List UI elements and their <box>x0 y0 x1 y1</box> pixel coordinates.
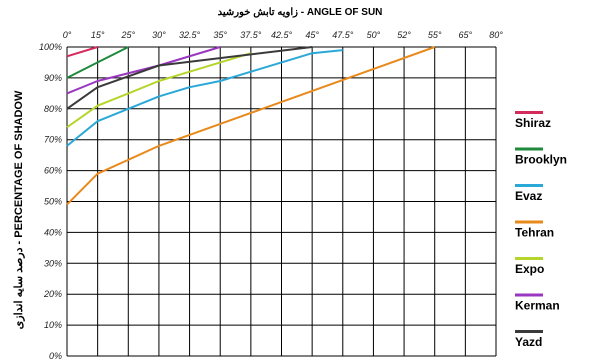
y-axis-label: درصد سایه اندازی - PERCENTAGE OF SHADOW <box>13 90 25 329</box>
x-tick-label: 30° <box>152 30 166 40</box>
legend-label-kerman: Kerman <box>515 299 560 313</box>
legend-label-yazd: Yazd <box>515 335 542 349</box>
legend-swatch-expo <box>515 257 543 260</box>
legend-swatch-shiraz <box>515 111 543 114</box>
x-tick-label: 0° <box>63 30 72 40</box>
x-tick-label: 42.5° <box>271 30 293 40</box>
legend-swatch-evaz <box>515 184 543 187</box>
y-tick-label: 60% <box>44 166 62 176</box>
legend-label-brooklyn: Brooklyn <box>515 153 567 167</box>
y-tick-label: 40% <box>44 227 62 237</box>
chart-grid <box>66 46 497 357</box>
x-tick-label: 52° <box>397 30 411 40</box>
series-line-expo <box>66 52 252 129</box>
legend-swatch-brooklyn <box>515 147 543 151</box>
series-line-kerman <box>66 46 221 95</box>
x-tick-labels: 0° 15° 25° 30° 32.5° 35° 37.5° 42.5° 45° 47.5° 50°… <box>63 30 504 40</box>
chart-title: زاویه تابش خورشید - ANGLE OF SUN <box>218 7 383 18</box>
x-tick-label: 15° <box>91 30 105 40</box>
series-line-shiraz <box>66 46 98 58</box>
x-tick-label: 45° <box>305 30 319 40</box>
y-tick-label: 100% <box>39 42 62 52</box>
x-tick-label: 32.5° <box>179 30 201 40</box>
y-tick-labels: 0% 10% 20% 30% 40% 50% 60% 70% 80% 90% 100% <box>39 42 62 361</box>
legend-label-expo: Expo <box>515 262 544 276</box>
legend-swatch-tehran <box>515 220 543 224</box>
y-tick-label: 0% <box>49 351 62 361</box>
series-line-yazd <box>66 46 313 110</box>
x-tick-label: 35° <box>213 30 227 40</box>
y-tick-label: 80% <box>44 104 62 114</box>
legend-swatch-kerman <box>515 293 543 297</box>
legend-label-shiraz: Shiraz <box>515 116 551 130</box>
y-tick-label: 90% <box>44 73 62 83</box>
legend-label-tehran: Tehran <box>515 226 554 240</box>
x-tick-label: 55° <box>428 30 442 40</box>
series-line-evaz <box>66 49 343 147</box>
x-tick-label: 50° <box>367 30 381 40</box>
x-tick-label: 25° <box>120 30 135 40</box>
legend-label-evaz: Evaz <box>515 189 542 203</box>
series-line-brooklyn <box>66 46 129 79</box>
y-tick-label: 50% <box>44 197 62 207</box>
y-tick-label: 20% <box>43 289 62 299</box>
y-tick-label: 10% <box>44 320 62 330</box>
series-line-tehran <box>66 46 436 206</box>
y-tick-label: 70% <box>44 135 62 145</box>
x-tick-label: 47.5° <box>332 30 354 40</box>
legend: Shiraz Brooklyn Evaz Tehran Expo Kerman Yazd <box>515 111 567 349</box>
x-tick-label: 37.5° <box>240 30 262 40</box>
y-tick-label: 30% <box>44 258 62 268</box>
x-tick-label: 80° <box>489 30 503 40</box>
x-tick-label: 65° <box>459 30 473 40</box>
legend-swatch-yazd <box>515 330 543 333</box>
series-lines <box>66 46 436 206</box>
